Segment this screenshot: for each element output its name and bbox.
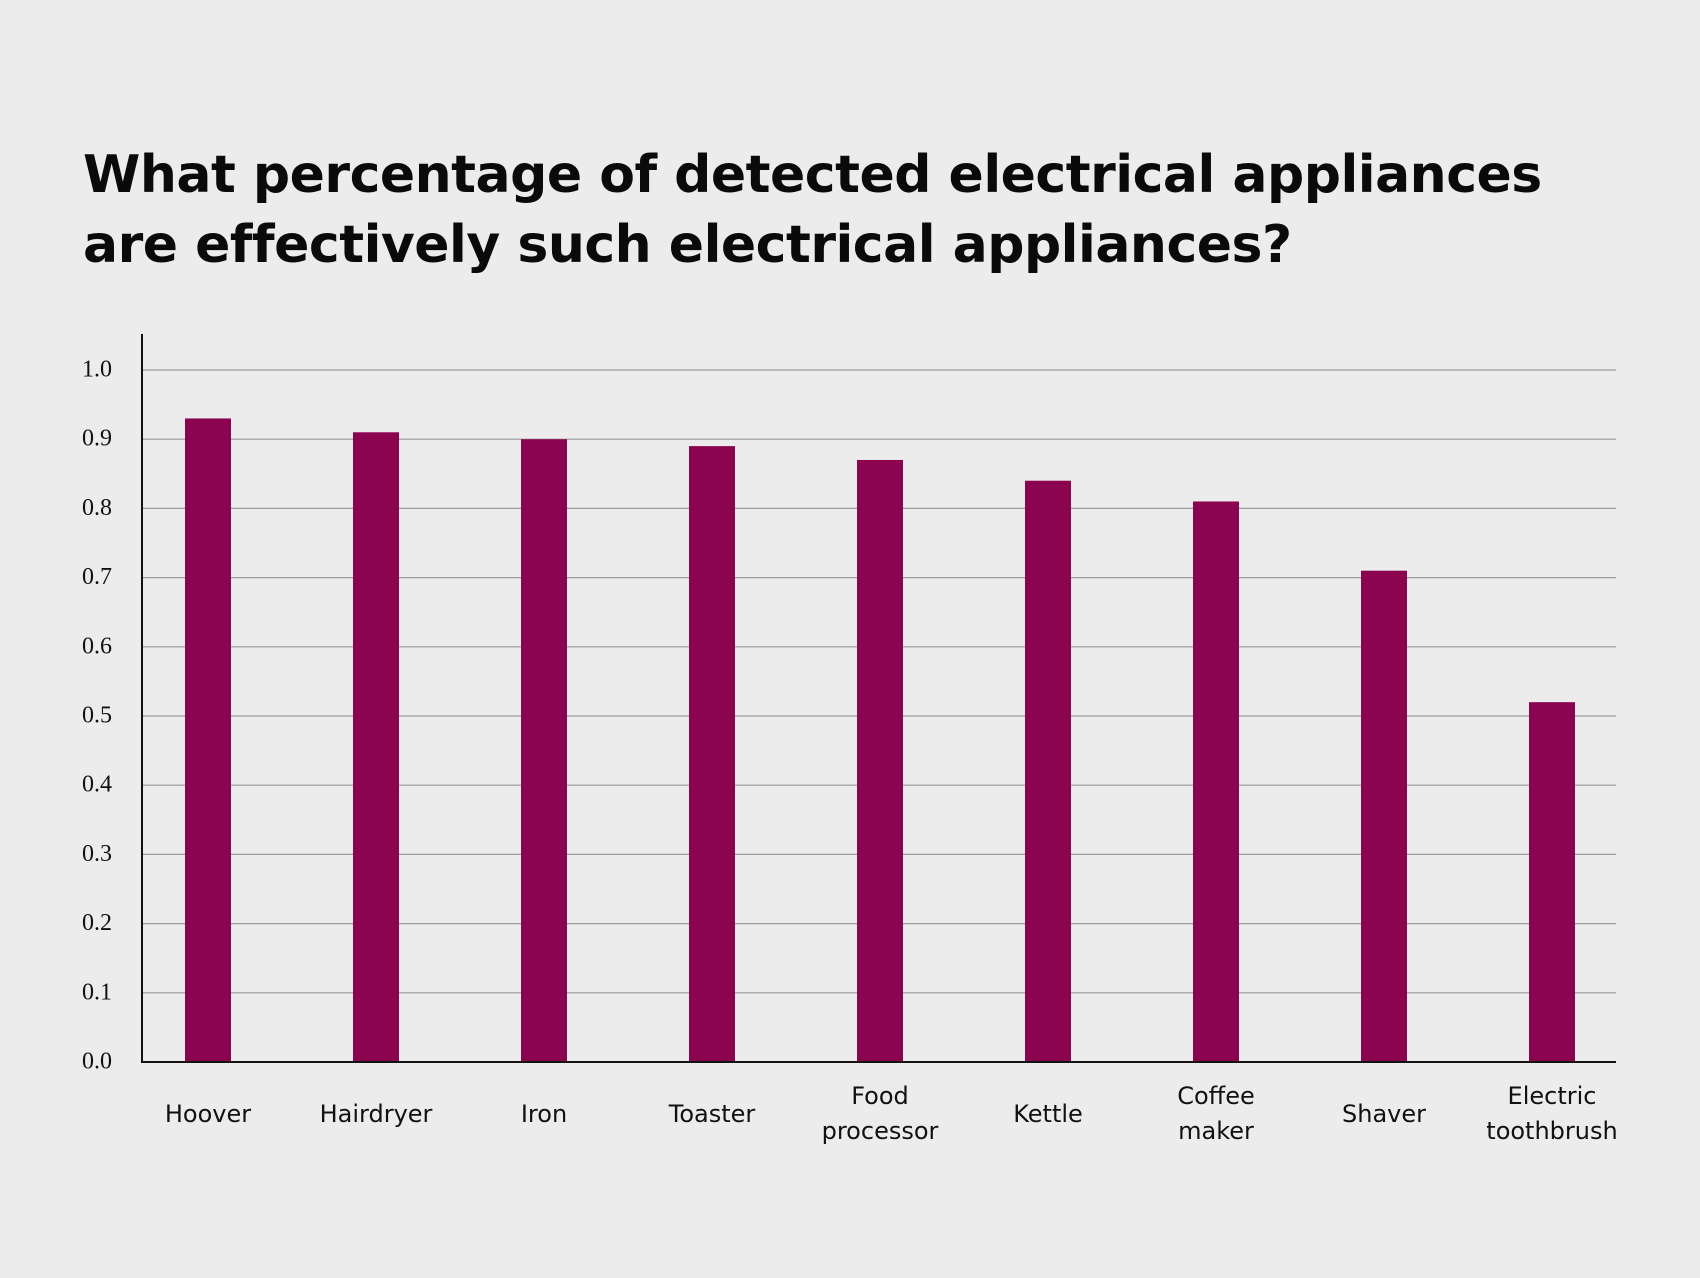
category-label: Hairdryer bbox=[320, 1100, 433, 1128]
category-label: Food processor bbox=[822, 1082, 939, 1145]
bar bbox=[1529, 702, 1575, 1062]
axes bbox=[141, 334, 1616, 1063]
chart-title-line-1: What percentage of detected electrical a… bbox=[83, 145, 1542, 205]
category-label: Electric toothbrush bbox=[1486, 1082, 1617, 1145]
bar bbox=[521, 439, 567, 1062]
bar bbox=[857, 459, 903, 1063]
chart-title: What percentage of detected electrical a… bbox=[83, 140, 1542, 280]
bar bbox=[1361, 570, 1407, 1062]
category-label-line: Electric bbox=[1508, 1082, 1597, 1110]
category-label-line: Food bbox=[851, 1082, 909, 1110]
bar bbox=[689, 446, 735, 1062]
y-tick-label: 0.9 bbox=[82, 426, 112, 452]
category-label: Iron bbox=[521, 1100, 567, 1128]
y-tick-label: 0.0 bbox=[82, 1049, 112, 1075]
bars bbox=[185, 418, 1575, 1063]
y-tick-label: 0.4 bbox=[82, 772, 112, 798]
category-label: Coffee maker bbox=[1177, 1082, 1255, 1145]
category-labels: Hoover Hairdryer Iron Toaster Food processor K… bbox=[165, 1082, 1618, 1145]
category-label-line: toothbrush bbox=[1486, 1117, 1617, 1145]
y-tick-label: 0.6 bbox=[82, 633, 112, 659]
y-tick-label: 0.1 bbox=[82, 979, 112, 1005]
y-tick-label: 0.5 bbox=[82, 703, 112, 729]
category-label: Shaver bbox=[1342, 1100, 1426, 1128]
category-label-line: Coffee bbox=[1177, 1082, 1255, 1110]
category-label: Hoover bbox=[165, 1100, 251, 1128]
y-tick-label: 0.8 bbox=[82, 495, 112, 521]
category-label: Toaster bbox=[668, 1100, 756, 1128]
category-label: Kettle bbox=[1013, 1100, 1083, 1128]
bar bbox=[1025, 480, 1071, 1063]
y-tick-label: 0.3 bbox=[82, 841, 112, 867]
category-label-line: maker bbox=[1178, 1117, 1254, 1145]
y-tick-label: 0.2 bbox=[82, 910, 112, 936]
category-label-line: processor bbox=[822, 1117, 939, 1145]
bar bbox=[185, 418, 231, 1062]
bar bbox=[353, 432, 399, 1062]
chart-title-line-2: are effectively such electrical applianc… bbox=[83, 215, 1292, 275]
y-tick-labels: 0.0 0.1 0.2 0.3 0.4 0.5 0.6 0.7 0.8 0.9 1.0 bbox=[82, 357, 112, 1075]
y-tick-label: 0.7 bbox=[82, 564, 112, 590]
bar bbox=[1193, 501, 1239, 1063]
y-tick-label: 1.0 bbox=[82, 357, 112, 383]
